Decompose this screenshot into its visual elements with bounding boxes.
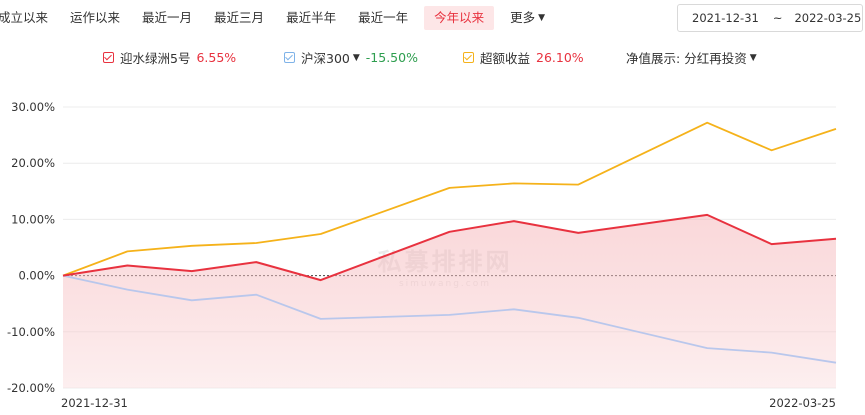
tab-label: 成立以来	[0, 10, 49, 25]
y-tick-label: 30.00%	[11, 100, 55, 114]
series-area	[63, 214, 836, 388]
chevron-down-icon[interactable]: ▼	[749, 52, 757, 63]
y-tick-label: -20.00%	[7, 381, 55, 395]
legend-item-excess[interactable]: 超额收益 26.10%	[463, 48, 584, 67]
period-tab[interactable]: 最近三月	[214, 6, 264, 30]
tab-label: 最近三月	[214, 10, 265, 25]
period-tab[interactable]: 运作以来	[70, 6, 120, 30]
y-tick-label: -10.00%	[7, 325, 55, 339]
end-date: 2022-03-25	[794, 11, 862, 25]
tab-label: 最近半年	[286, 10, 337, 25]
period-tab[interactable]: 成立以来	[0, 6, 48, 30]
tab-label: 更多	[510, 10, 536, 25]
legend-value: -15.50%	[365, 50, 418, 65]
period-tab[interactable]: 最近一年	[358, 6, 408, 30]
x-tick-label: 2022-03-25	[769, 396, 836, 410]
tab-label: 运作以来	[70, 10, 121, 25]
date-range-picker[interactable]: 2021-12-31 ~ 2022-03-25	[677, 4, 863, 32]
y-tick-label: 0.00%	[18, 269, 55, 283]
checkbox-icon[interactable]	[103, 52, 114, 63]
period-tabs: 成立以来 运作以来 最近一月 最近三月 最近半年 最近一年 今年以来 更多 ▼	[0, 6, 567, 30]
date-separator: ~	[772, 11, 783, 25]
legend-label: 沪深300	[301, 51, 350, 66]
checkbox-icon[interactable]	[284, 52, 295, 63]
nav-display-label: 净值展示:	[626, 51, 681, 66]
chevron-down-icon: ▼	[538, 13, 546, 23]
more-tab[interactable]: 更多 ▼	[510, 6, 545, 30]
legend-label: 迎水绿洲5号	[120, 51, 191, 66]
tab-label: 最近一年	[358, 10, 409, 25]
series-line	[62, 274, 837, 364]
series-line	[62, 213, 837, 282]
period-tab[interactable]: 最近半年	[286, 6, 336, 30]
y-tick-label: 20.00%	[11, 156, 55, 170]
tab-label: 今年以来	[434, 10, 485, 25]
series-line	[62, 121, 837, 277]
chart-legend: 迎水绿洲5号 6.55% 沪深300 ▼ -15.50% 超额收益 26.10%…	[0, 48, 865, 70]
x-tick-label: 2021-12-31	[61, 396, 128, 410]
tab-label: 最近一月	[142, 10, 193, 25]
legend-item-index[interactable]: 沪深300 ▼ -15.50%	[284, 48, 418, 67]
start-date: 2021-12-31	[692, 11, 759, 25]
nav-display-value: 分红再投资	[684, 51, 747, 66]
legend-label: 超额收益	[480, 51, 531, 66]
legend-value: 6.55%	[196, 50, 237, 65]
y-tick-label: 10.00%	[11, 212, 55, 226]
chevron-down-icon[interactable]: ▼	[352, 52, 360, 63]
period-tab[interactable]: 今年以来	[424, 6, 495, 30]
nav-display-select[interactable]: 净值展示: 分红再投资 ▼	[626, 48, 757, 67]
legend-value: 26.10%	[536, 50, 584, 65]
checkbox-icon[interactable]	[463, 52, 474, 63]
legend-item-fund[interactable]: 迎水绿洲5号 6.55%	[103, 48, 236, 67]
period-tab[interactable]: 最近一月	[142, 6, 192, 30]
